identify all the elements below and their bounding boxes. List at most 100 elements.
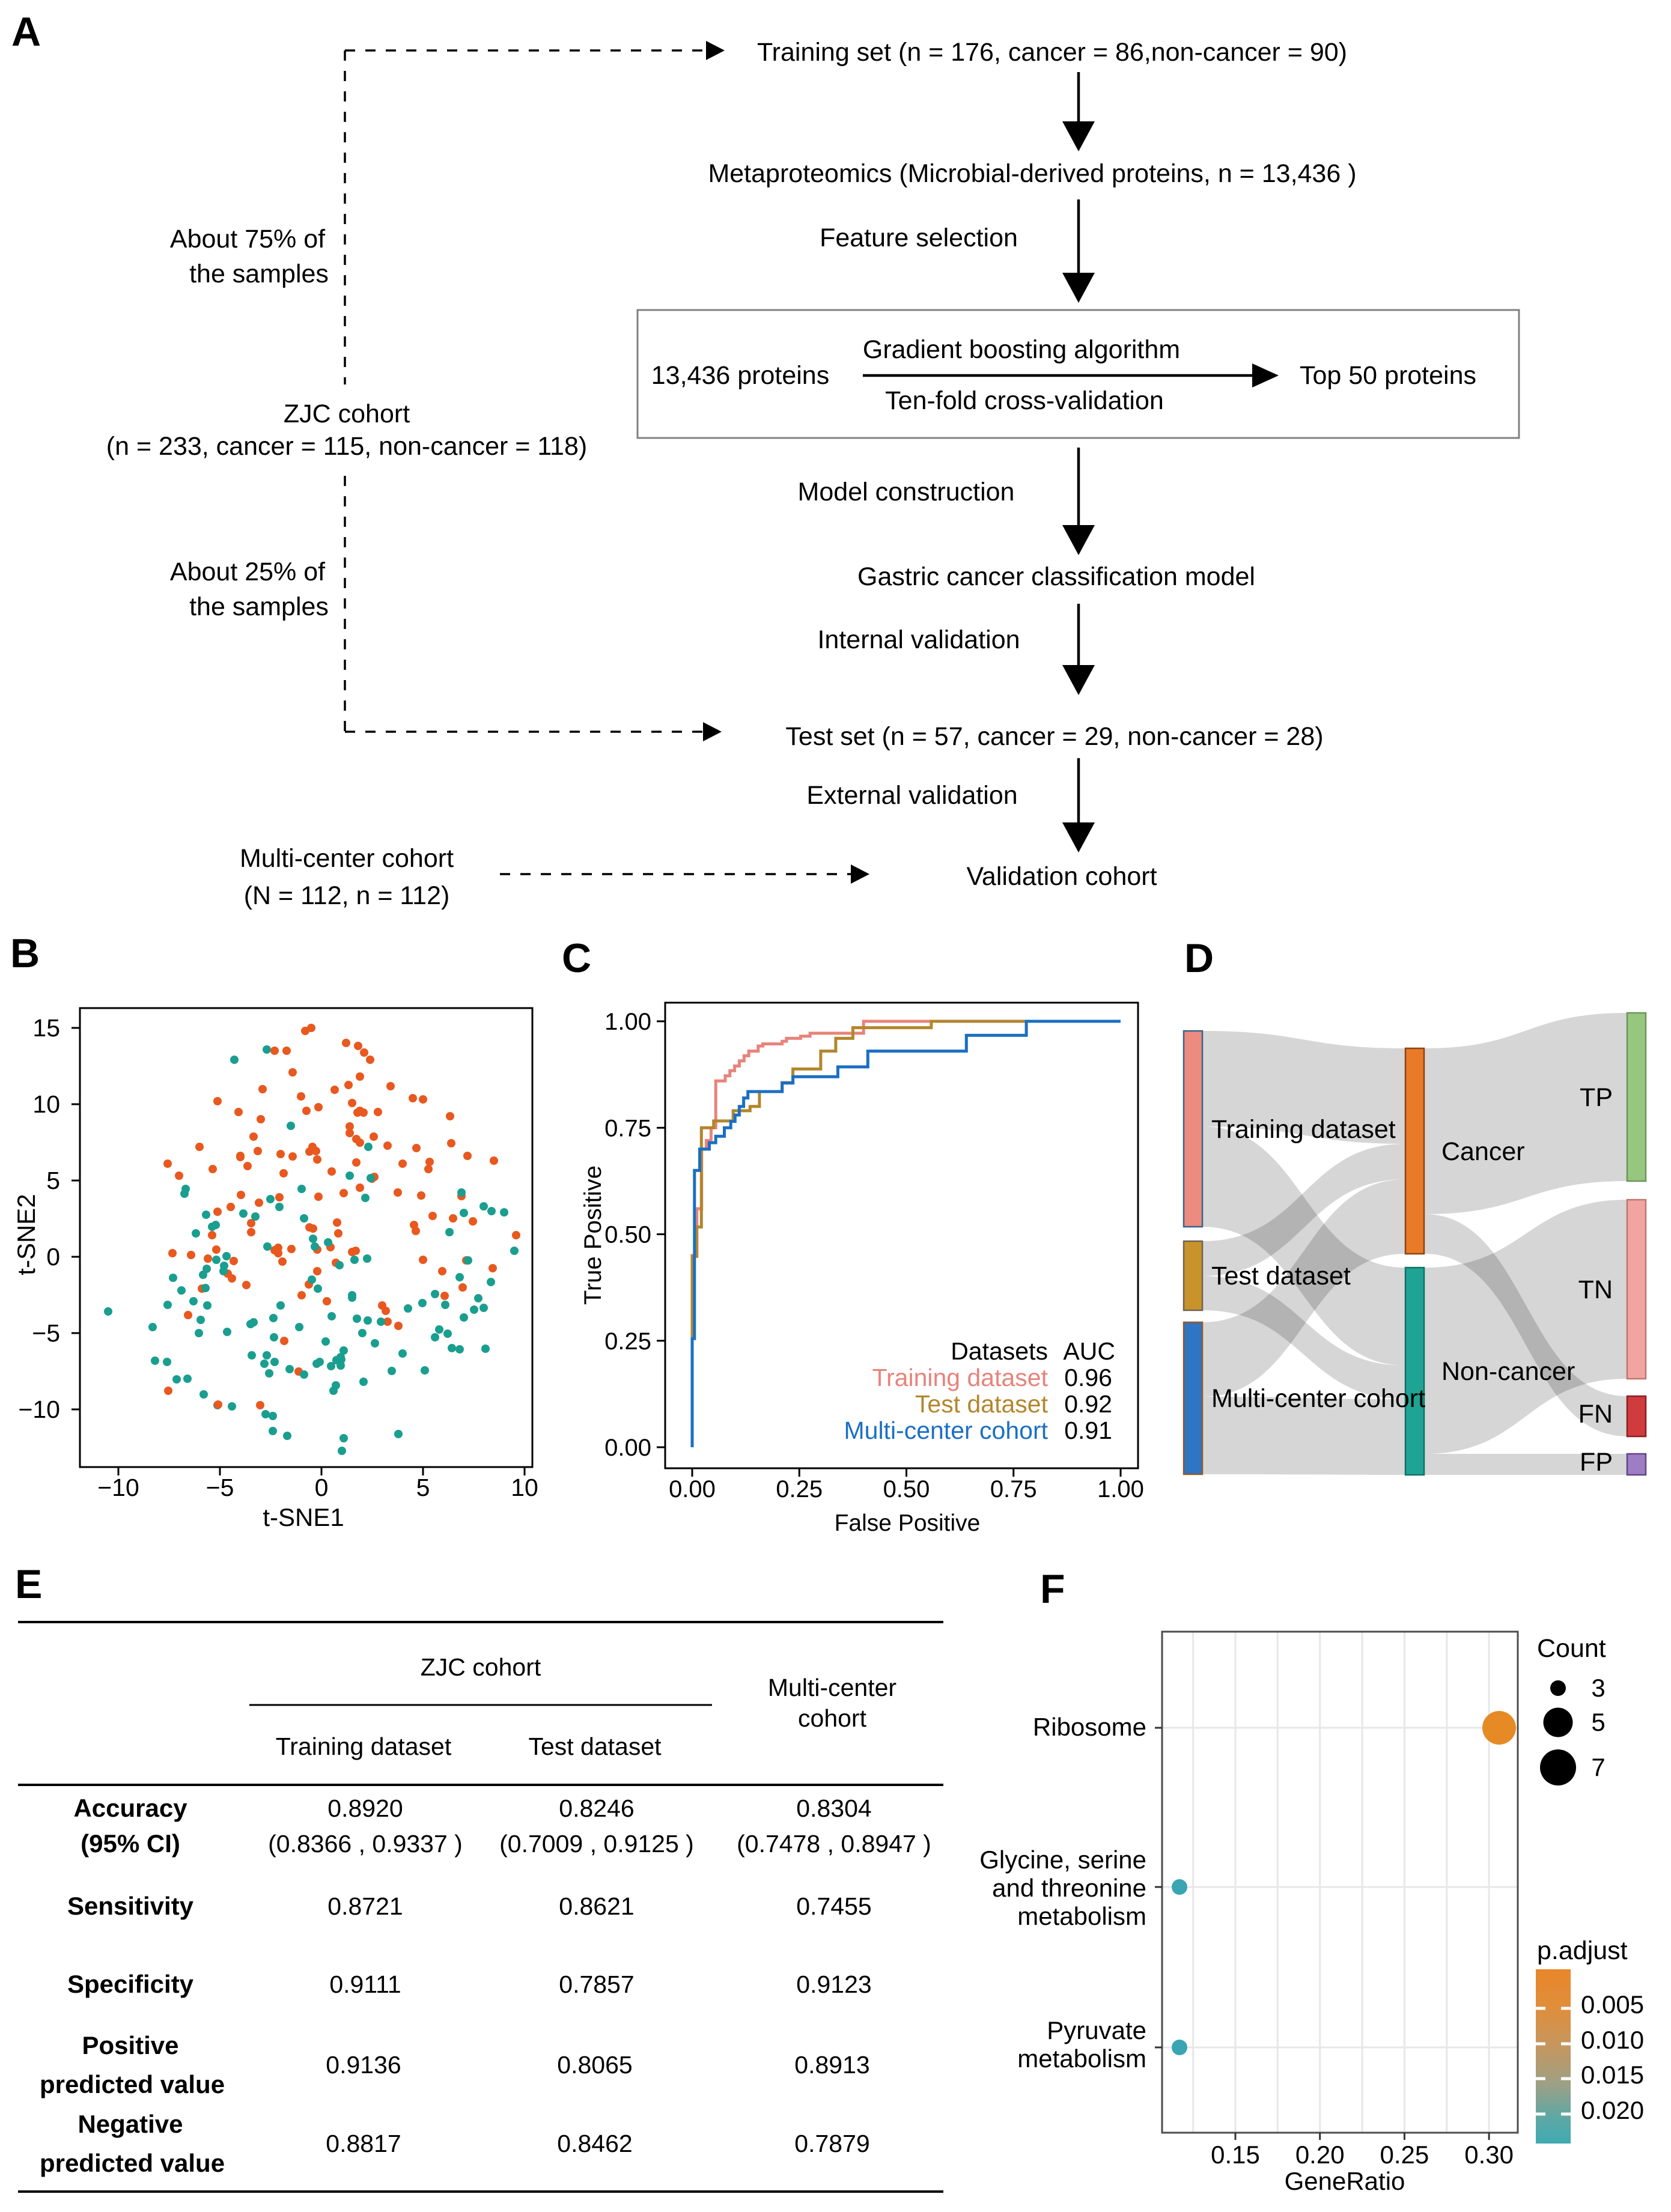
svg-text:Internal validation: Internal validation	[817, 625, 1020, 654]
svg-text:FP: FP	[1580, 1448, 1613, 1477]
svg-text:Datasets: Datasets	[951, 1337, 1048, 1365]
svg-text:TN: TN	[1578, 1275, 1613, 1304]
svg-text:0.25: 0.25	[1380, 2141, 1429, 2169]
svg-text:p.adjust: p.adjust	[1537, 1936, 1628, 1965]
svg-text:AUC: AUC	[1063, 1337, 1115, 1365]
svg-text:0.7857: 0.7857	[559, 1970, 634, 1998]
svg-text:True Positive: True Positive	[580, 1165, 606, 1305]
svg-text:0.010: 0.010	[1581, 2026, 1644, 2054]
svg-text:t-SNE1: t-SNE1	[263, 1503, 344, 1531]
svg-text:10: 10	[32, 1090, 60, 1118]
svg-text:0.7455: 0.7455	[796, 1892, 871, 1920]
svg-text:0.015: 0.015	[1581, 2061, 1644, 2089]
svg-text:1.00: 1.00	[1097, 1476, 1144, 1503]
svg-text:About 25% of: About 25% of	[170, 558, 326, 586]
svg-text:Multi-center cohort: Multi-center cohort	[240, 844, 454, 873]
svg-text:GeneRatio: GeneRatio	[1285, 2167, 1405, 2195]
svg-text:−5: −5	[32, 1319, 60, 1347]
svg-text:B: B	[10, 931, 40, 976]
svg-text:F: F	[1040, 1566, 1065, 1612]
svg-text:Specificity: Specificity	[67, 1970, 194, 1998]
svg-text:About 75% of: About 75% of	[170, 225, 326, 254]
svg-text:0.8304: 0.8304	[796, 1794, 871, 1822]
svg-text:0: 0	[315, 1474, 329, 1501]
svg-text:0.8621: 0.8621	[559, 1892, 634, 1920]
svg-text:0.25: 0.25	[776, 1476, 823, 1503]
svg-text:(N = 112, n = 112): (N = 112, n = 112)	[244, 881, 450, 910]
svg-text:15: 15	[32, 1014, 60, 1042]
svg-text:13,436 proteins: 13,436 proteins	[651, 361, 829, 390]
svg-text:Validation cohort: Validation cohort	[966, 862, 1157, 891]
svg-text:and threonine: and threonine	[992, 1874, 1146, 1902]
svg-text:Gastric cancer classification: Gastric cancer classification model	[857, 562, 1255, 591]
svg-text:1.00: 1.00	[604, 1009, 651, 1035]
svg-text:Multi-center: Multi-center	[768, 1674, 896, 1701]
svg-text:Metaproteomics (Microbial-deri: Metaproteomics (Microbial-derived protei…	[708, 159, 1356, 188]
svg-text:Count: Count	[1537, 1634, 1606, 1663]
svg-text:FN: FN	[1578, 1400, 1613, 1429]
svg-text:0.7879: 0.7879	[794, 2130, 869, 2157]
svg-text:0.25: 0.25	[604, 1328, 651, 1355]
svg-text:Test dataset: Test dataset	[915, 1390, 1049, 1418]
svg-text:Accuracy: Accuracy	[73, 1794, 187, 1822]
svg-text:0.8246: 0.8246	[559, 1794, 634, 1822]
svg-text:metabolism: metabolism	[1017, 1902, 1146, 1930]
svg-text:0.9123: 0.9123	[796, 1970, 871, 1998]
svg-text:Sensitivity: Sensitivity	[67, 1892, 194, 1920]
svg-text:−10: −10	[18, 1396, 60, 1423]
svg-text:0.8817: 0.8817	[326, 2130, 401, 2157]
svg-text:0.005: 0.005	[1581, 1990, 1644, 2019]
svg-text:D: D	[1184, 935, 1214, 981]
svg-text:0.92: 0.92	[1064, 1390, 1112, 1418]
svg-text:Feature selection: Feature selection	[820, 223, 1018, 252]
svg-text:E: E	[15, 1561, 42, 1607]
svg-text:0.50: 0.50	[883, 1476, 930, 1503]
svg-text:0.8721: 0.8721	[327, 1892, 403, 1920]
svg-text:Top 50 proteins: Top 50 proteins	[1300, 361, 1476, 390]
svg-text:A: A	[11, 9, 41, 55]
svg-text:0.8065: 0.8065	[557, 2051, 632, 2079]
svg-text:0: 0	[46, 1243, 60, 1271]
svg-text:0.75: 0.75	[990, 1476, 1037, 1503]
svg-text:0.020: 0.020	[1581, 2096, 1644, 2124]
svg-text:0.75: 0.75	[604, 1115, 651, 1141]
svg-text:Negative: Negative	[78, 2110, 183, 2138]
svg-text:0.8462: 0.8462	[557, 2130, 632, 2157]
svg-text:0.8913: 0.8913	[794, 2051, 869, 2079]
svg-text:Glycine, serine: Glycine, serine	[979, 1846, 1146, 1874]
svg-text:Ribosome: Ribosome	[1033, 1713, 1146, 1741]
svg-text:0.9111: 0.9111	[329, 1970, 401, 1998]
svg-text:0.50: 0.50	[604, 1222, 651, 1248]
svg-text:the samples: the samples	[189, 260, 329, 288]
svg-text:0.96: 0.96	[1064, 1364, 1112, 1391]
svg-text:ZJC cohort: ZJC cohort	[284, 400, 410, 428]
svg-text:Training set (n = 176, cancer: Training set (n = 176, cancer = 86,non-c…	[757, 38, 1347, 67]
svg-text:Test dataset: Test dataset	[528, 1733, 662, 1760]
svg-text:5: 5	[416, 1474, 430, 1501]
svg-text:5: 5	[1591, 1708, 1605, 1736]
svg-text:0.8920: 0.8920	[327, 1794, 403, 1822]
svg-text:Pyruvate: Pyruvate	[1047, 2016, 1146, 2044]
svg-text:(0.7478 , 0.8947 ): (0.7478 , 0.8947 )	[737, 1830, 931, 1858]
svg-text:Ten-fold cross-validation: Ten-fold cross-validation	[885, 386, 1164, 415]
svg-text:0.20: 0.20	[1295, 2141, 1345, 2169]
svg-text:TP: TP	[1580, 1083, 1613, 1112]
svg-text:(0.8366 , 0.9337 ): (0.8366 , 0.9337 )	[268, 1830, 463, 1858]
svg-text:Test dataset: Test dataset	[1211, 1262, 1351, 1290]
svg-text:3: 3	[1591, 1674, 1605, 1702]
svg-text:metabolism: metabolism	[1017, 2044, 1146, 2073]
svg-text:the samples: the samples	[189, 592, 329, 621]
svg-text:Positive: Positive	[82, 2031, 178, 2059]
svg-text:(95% CI): (95% CI)	[81, 1829, 180, 1858]
svg-text:Training dataset: Training dataset	[276, 1733, 452, 1760]
svg-text:(0.7009 , 0.9125 ): (0.7009 , 0.9125 )	[499, 1830, 694, 1858]
svg-text:Gradient boosting algorithm: Gradient boosting algorithm	[863, 335, 1180, 364]
svg-text:Multi-center cohort: Multi-center cohort	[844, 1417, 1048, 1444]
svg-text:cohort: cohort	[798, 1704, 867, 1732]
svg-text:10: 10	[511, 1474, 538, 1501]
svg-text:t-SNE2: t-SNE2	[12, 1194, 40, 1275]
svg-text:0.30: 0.30	[1464, 2141, 1514, 2169]
svg-text:−5: −5	[206, 1474, 234, 1501]
svg-text:0.9136: 0.9136	[326, 2051, 401, 2079]
svg-text:0.91: 0.91	[1064, 1417, 1112, 1444]
